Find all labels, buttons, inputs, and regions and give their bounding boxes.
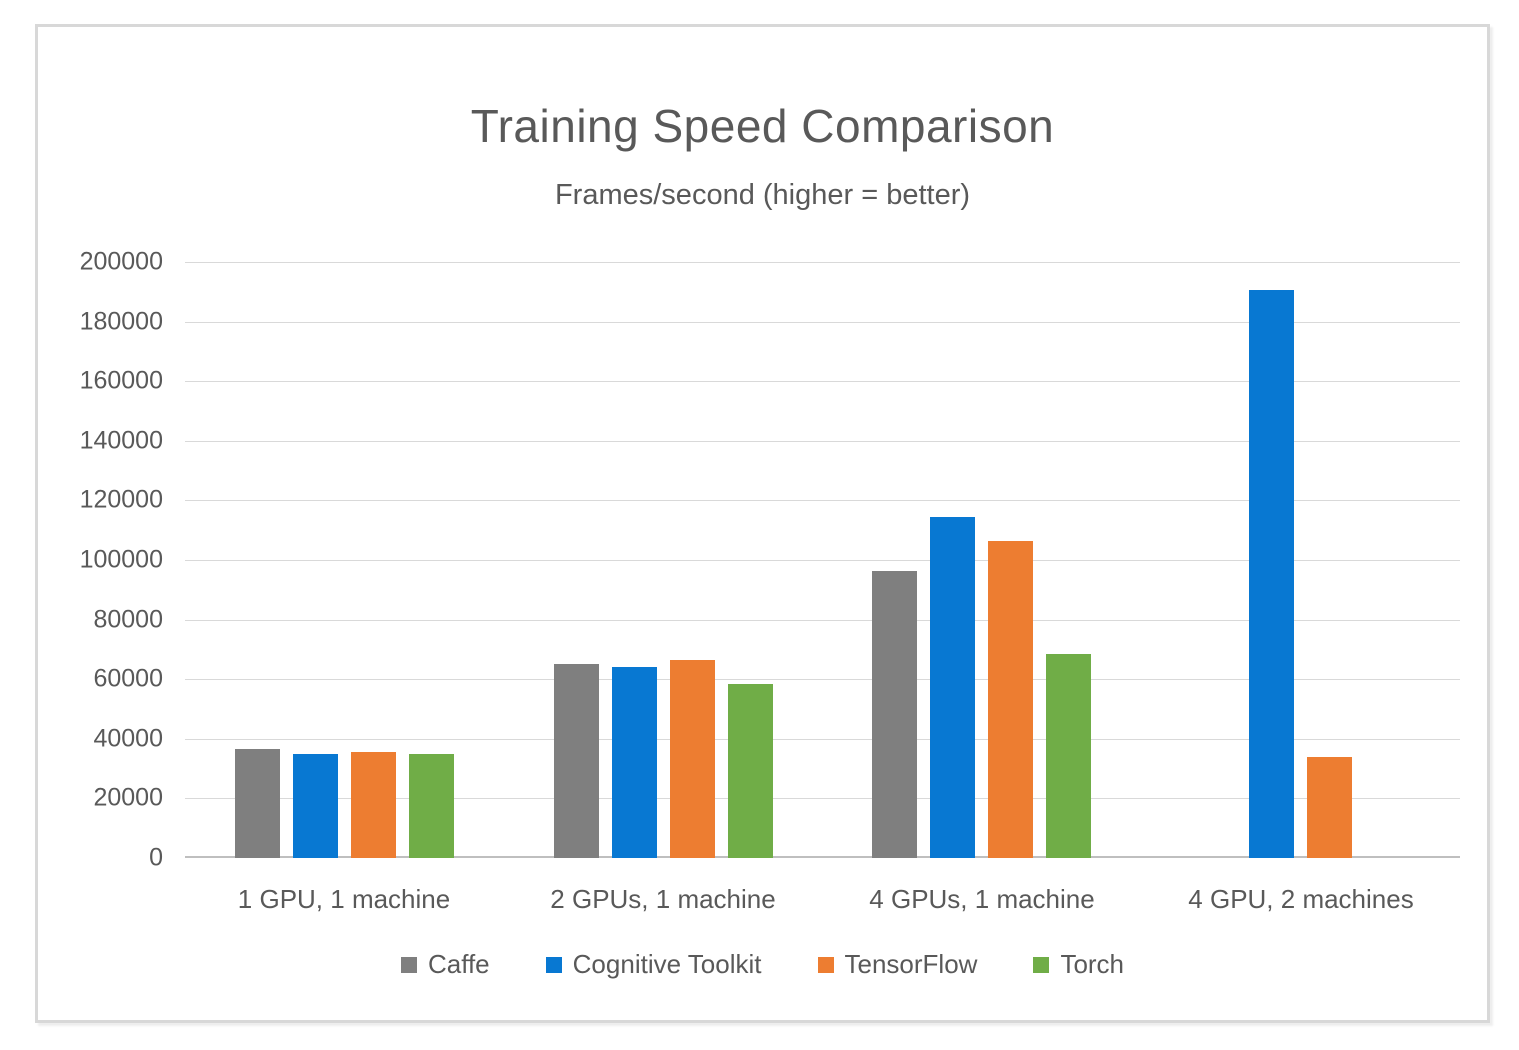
bar: [988, 541, 1033, 858]
legend-swatch-icon: [400, 956, 417, 973]
bar: [872, 571, 917, 858]
legend-label: Torch: [1060, 949, 1125, 979]
legend-item: TensorFlow: [817, 949, 978, 980]
bar: [293, 754, 338, 858]
legend: Caffe Cognitive Toolkit TensorFlow Torch: [38, 949, 1487, 980]
bar: [235, 749, 280, 858]
y-axis-tick-label: 120000: [79, 485, 163, 514]
legend-swatch-icon: [1033, 956, 1050, 973]
y-axis-tick-label: 0: [149, 843, 163, 872]
legend-label: Caffe: [427, 949, 490, 979]
x-axis-category-label: 1 GPU, 1 machine: [237, 884, 451, 914]
gridline: [185, 679, 1460, 680]
bar: [554, 664, 599, 858]
bar: [1046, 654, 1091, 858]
y-axis-tick-label: 140000: [79, 426, 163, 455]
y-axis-tick-label: 80000: [93, 605, 163, 634]
chart-box: Training Speed Comparison Frames/second …: [35, 24, 1490, 1023]
gridline: [185, 381, 1460, 382]
legend-item: Caffe: [400, 949, 490, 980]
gridline: [185, 620, 1460, 621]
y-axis-tick-label: 100000: [79, 545, 163, 574]
gridline: [185, 500, 1460, 501]
legend-swatch-icon: [817, 956, 834, 973]
y-axis-tick-label: 40000: [93, 724, 163, 753]
x-axis-category-label: 2 GPUs, 1 machine: [550, 884, 776, 914]
gridline: [185, 560, 1460, 561]
chart-title: Training Speed Comparison: [470, 100, 1055, 152]
plot-area: 0 20000 40000 60000 80000 100000 120000 140000 1…: [80, 248, 1460, 872]
y-axis-tick-label: 20000: [93, 783, 163, 812]
bar: [728, 684, 773, 858]
bar-group: [554, 660, 773, 858]
bar: [930, 517, 975, 858]
bar: [1307, 757, 1352, 858]
bar: [670, 660, 715, 858]
gridline: [185, 322, 1460, 323]
bar-group: [872, 517, 1091, 858]
legend-label: TensorFlow: [844, 949, 978, 979]
bar: [351, 752, 396, 858]
y-axis-tick-label: 180000: [79, 307, 163, 336]
bar: [409, 754, 454, 858]
x-axis-category-label: 4 GPUs, 1 machine: [869, 884, 1095, 914]
bar: [612, 667, 657, 858]
x-axis-category-label: 4 GPU, 2 machines: [1188, 884, 1414, 914]
y-axis-tick-label: 160000: [79, 366, 163, 395]
y-axis-tick-label: 60000: [93, 664, 163, 693]
legend-item: Torch: [1033, 949, 1124, 980]
legend-label: Cognitive Toolkit: [572, 949, 762, 979]
legend-item: Cognitive Toolkit: [545, 949, 762, 980]
gridline: [185, 262, 1460, 263]
y-axis-tick-label: 200000: [79, 247, 163, 276]
gridline: [185, 441, 1460, 442]
bar-group: [1191, 290, 1410, 858]
bar: [1249, 290, 1294, 858]
legend-swatch-icon: [545, 956, 562, 973]
bar-group: [235, 749, 454, 858]
gridline: [185, 798, 1460, 799]
chart-subtitle: Frames/second (higher = better): [554, 179, 971, 211]
x-axis-baseline: [185, 856, 1460, 858]
gridline: [185, 739, 1460, 740]
